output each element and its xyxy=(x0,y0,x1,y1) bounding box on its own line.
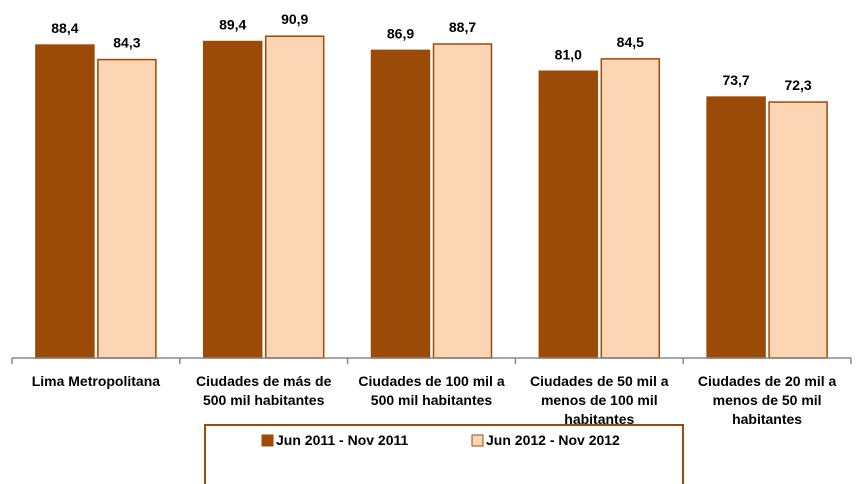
bar xyxy=(538,70,599,359)
bar xyxy=(97,58,157,359)
value-label: 73,7 xyxy=(722,72,749,88)
legend-marker xyxy=(471,434,484,447)
bar xyxy=(706,96,766,359)
value-label: 81,0 xyxy=(555,46,582,62)
value-label: 86,9 xyxy=(387,25,414,41)
bar xyxy=(202,40,263,359)
bar xyxy=(35,44,95,359)
x-tick-label: Ciudades de 100 mil a 500 mil habitantes xyxy=(358,373,505,408)
bar xyxy=(600,58,661,359)
x-tick-label: Ciudades de más de 500 mil habitantes xyxy=(195,373,332,408)
legend-label: Jun 2011 - Nov 2011 xyxy=(276,432,409,448)
legend-box xyxy=(204,424,684,484)
bar xyxy=(768,101,828,359)
bar xyxy=(432,43,493,359)
value-label: 88,7 xyxy=(449,19,476,35)
value-label: 88,4 xyxy=(51,20,78,36)
bar xyxy=(370,49,431,359)
value-label: 84,5 xyxy=(617,34,644,50)
legend-label: Jun 2012 - Nov 2012 xyxy=(486,432,620,448)
value-label: 89,4 xyxy=(219,17,246,33)
value-label: 84,3 xyxy=(113,35,140,51)
legend-marker xyxy=(261,434,274,447)
x-tick-label: Lima Metropolitana xyxy=(31,373,161,389)
value-label: 72,3 xyxy=(784,77,811,93)
x-tick-label: Ciudades de 50 mil a menos de 100 mil ha… xyxy=(530,373,669,427)
bar xyxy=(264,35,325,359)
value-label: 90,9 xyxy=(281,11,308,27)
x-tick-label: Ciudades de 20 mil a menos de 50 mil hab… xyxy=(697,373,837,427)
